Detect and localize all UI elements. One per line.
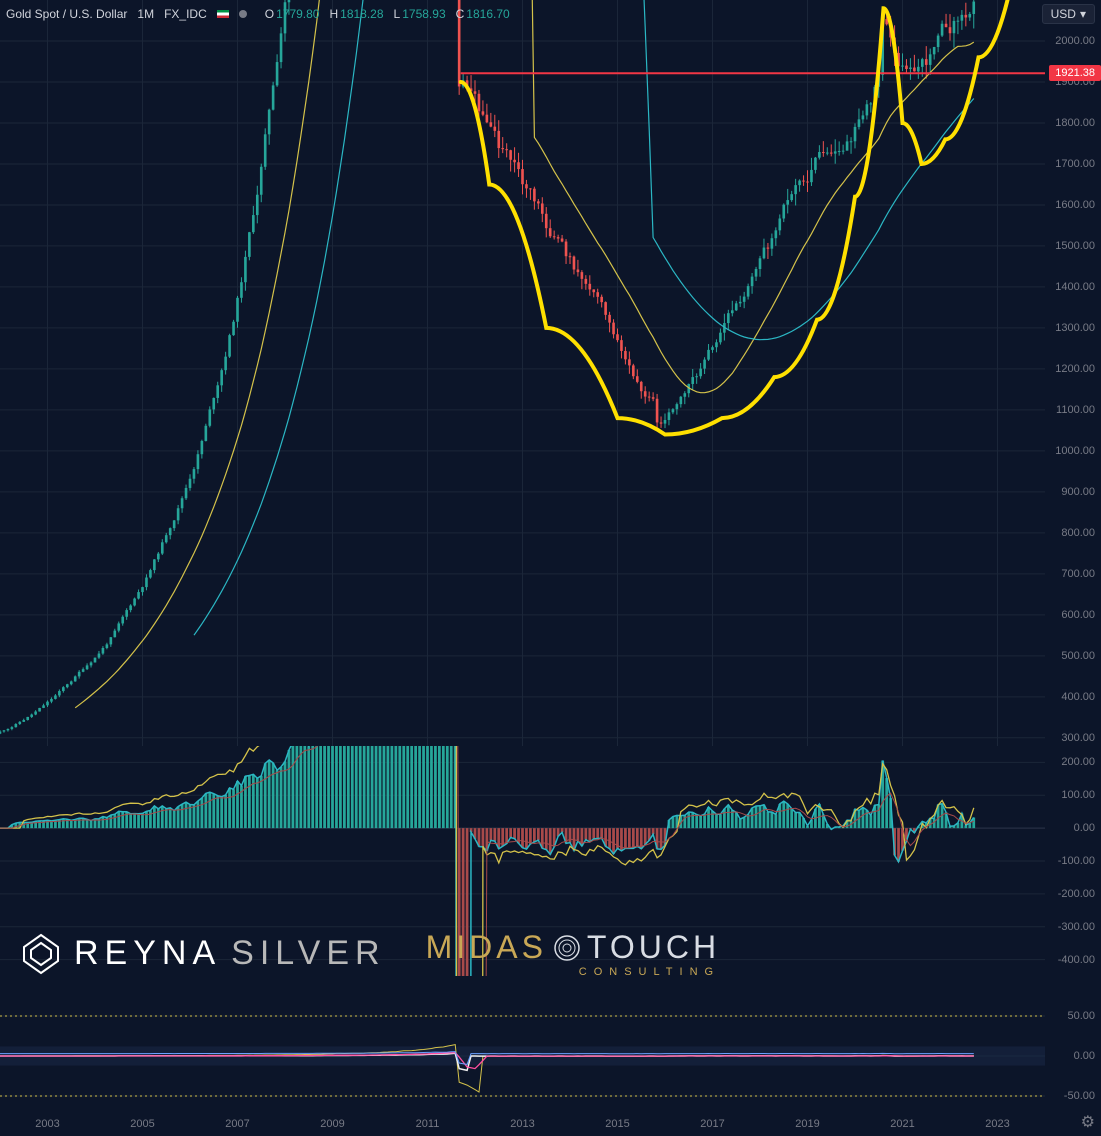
axis-tick: 200.00 (1061, 756, 1095, 768)
axis-tick: 1000.00 (1055, 445, 1095, 457)
axis-tick: 2021 (890, 1118, 914, 1130)
axis-tick: 900.00 (1061, 486, 1095, 498)
axis-tick: 2019 (795, 1118, 819, 1130)
fingerprint-icon (551, 932, 583, 964)
axis-tick: 1400.00 (1055, 281, 1095, 293)
axis-tick: 2009 (320, 1118, 344, 1130)
axis-tick: 1600.00 (1055, 199, 1095, 211)
timeframe-label[interactable]: 1M (137, 7, 154, 21)
currency-label: USD (1051, 7, 1076, 21)
axis-tick: 2017 (700, 1118, 724, 1130)
axis-tick: 2023 (985, 1118, 1009, 1130)
axis-tick: 2005 (130, 1118, 154, 1130)
midas-subtitle: CONSULTING (579, 966, 720, 978)
ohlc-open: 1779.80 (276, 7, 319, 21)
axis-tick: 2007 (225, 1118, 249, 1130)
axis-tick: 1700.00 (1055, 158, 1095, 170)
midas-touch-logo: MIDAS TOUCH CONSULTING (426, 929, 721, 978)
axis-tick: 2011 (416, 1118, 440, 1130)
axis-tick: 2000.00 (1055, 35, 1095, 47)
reyna-text-2: SILVER (231, 934, 385, 973)
axis-tick: 1300.00 (1055, 322, 1095, 334)
reyna-silver-logo: REYNA SILVER (18, 931, 386, 977)
axis-tick: 100.00 (1061, 789, 1095, 801)
midas-text-1: MIDAS (426, 929, 547, 966)
axis-tick: 1200.00 (1055, 363, 1095, 375)
midas-text-2: TOUCH (587, 929, 720, 966)
chart-header: Gold Spot / U.S. Dollar 1M FX_IDC O1779.… (6, 4, 1095, 24)
oscillator-panel-2[interactable] (0, 1000, 1045, 1112)
symbol-title[interactable]: Gold Spot / U.S. Dollar (6, 7, 127, 21)
watermark-logos: REYNA SILVER MIDAS TOUCH CONSULTING (18, 929, 720, 978)
axis-tick: 1500.00 (1055, 240, 1095, 252)
axis-tick: 2013 (510, 1118, 534, 1130)
axis-tick: 500.00 (1061, 650, 1095, 662)
axis-tick: 0.00 (1074, 1050, 1095, 1062)
resistance-price-tag: 1921.38 (1049, 65, 1101, 81)
axis-tick: 600.00 (1061, 609, 1095, 621)
price-panel[interactable] (0, 0, 1045, 746)
axis-tick: 1800.00 (1055, 117, 1095, 129)
chart-container: Gold Spot / U.S. Dollar 1M FX_IDC O1779.… (0, 0, 1101, 1136)
chevron-down-icon: ▾ (1080, 7, 1086, 21)
axis-tick: -50.00 (1064, 1090, 1095, 1102)
axis-tick: -400.00 (1058, 954, 1095, 966)
ohlc-readout: O1779.80 H1818.28 L1758.93 C1816.70 (257, 7, 510, 21)
axis-tick: -100.00 (1058, 855, 1095, 867)
axis-tick: -200.00 (1058, 888, 1095, 900)
axis-tick: 800.00 (1061, 527, 1095, 539)
axis-tick: 50.00 (1067, 1010, 1095, 1022)
reyna-icon (18, 931, 64, 977)
reyna-text-1: REYNA (74, 934, 221, 973)
gear-icon[interactable]: ⚙ (1081, 1112, 1095, 1132)
axis-tick: 700.00 (1061, 568, 1095, 580)
axis-tick: 2003 (35, 1118, 59, 1130)
axis-tick: -300.00 (1058, 921, 1095, 933)
axis-tick: 1100.00 (1056, 404, 1095, 416)
price-axis: 300.00 400.00 500.00 600.00 700.00 800.00 900.… (1045, 0, 1101, 1136)
axis-tick: 400.00 (1061, 691, 1095, 703)
ohlc-high: 1818.28 (340, 7, 383, 21)
axis-tick: 0.00 (1074, 822, 1095, 834)
axis-tick: 300.00 (1061, 732, 1095, 744)
dot-icon (239, 10, 247, 18)
time-axis: 2003 2005 2007 2009 2011 2013 2015 2017 2019 2021… (0, 1112, 1045, 1136)
source-label: FX_IDC (164, 7, 207, 21)
currency-selector[interactable]: USD ▾ (1042, 4, 1095, 24)
ohlc-low: 1758.93 (402, 7, 445, 21)
axis-tick: 2015 (605, 1118, 629, 1130)
ohlc-close: 1816.70 (466, 7, 509, 21)
flag-icon (217, 10, 229, 18)
